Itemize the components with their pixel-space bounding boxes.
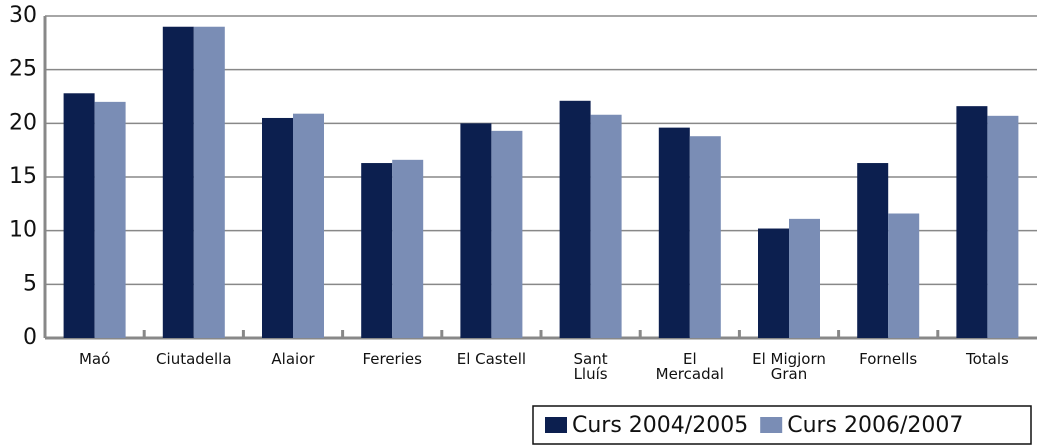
legend-swatch	[760, 417, 783, 433]
x-tick-label: Maó	[79, 350, 110, 368]
bar	[262, 117, 293, 338]
y-tick-label: 30	[9, 3, 37, 28]
y-tick-label: 20	[9, 110, 37, 135]
bar	[63, 93, 95, 338]
bar	[392, 159, 424, 338]
bar	[293, 113, 324, 338]
legend-label: Curs 2006/2007	[787, 413, 963, 438]
bar	[758, 228, 789, 338]
y-tick-label: 0	[23, 325, 37, 350]
y-tick-label: 10	[9, 218, 37, 243]
legend-swatch	[545, 417, 567, 433]
bar	[689, 136, 721, 338]
x-tick-label: El Mercadal	[656, 350, 724, 383]
x-tick-label: El Castell	[457, 350, 526, 368]
bar	[658, 127, 690, 338]
bar	[559, 100, 591, 338]
x-tick-label: El Migjorn Gran	[752, 350, 826, 383]
y-tick-label: 25	[9, 57, 37, 82]
x-tick-label: Totals	[965, 350, 1009, 368]
bar	[94, 101, 126, 338]
x-tick-label: Alaior	[271, 350, 315, 368]
x-tick-label: Fereries	[362, 350, 422, 368]
x-tick-label: Fornells	[859, 350, 917, 368]
bar	[460, 123, 492, 338]
bar	[857, 163, 889, 338]
bar	[987, 115, 1019, 338]
x-tick-label: Ciutadella	[156, 350, 232, 368]
bar	[193, 26, 225, 338]
y-tick-label: 15	[9, 164, 37, 189]
y-tick-label: 5	[23, 271, 37, 296]
bar	[590, 114, 622, 338]
bar	[888, 213, 920, 338]
legend-label: Curs 2004/2005	[572, 413, 748, 438]
bar	[956, 106, 988, 338]
bar	[162, 26, 194, 338]
bar	[491, 130, 523, 338]
x-tick-label: Sant Lluís	[574, 350, 608, 383]
bar	[789, 218, 820, 338]
bar	[361, 163, 393, 338]
